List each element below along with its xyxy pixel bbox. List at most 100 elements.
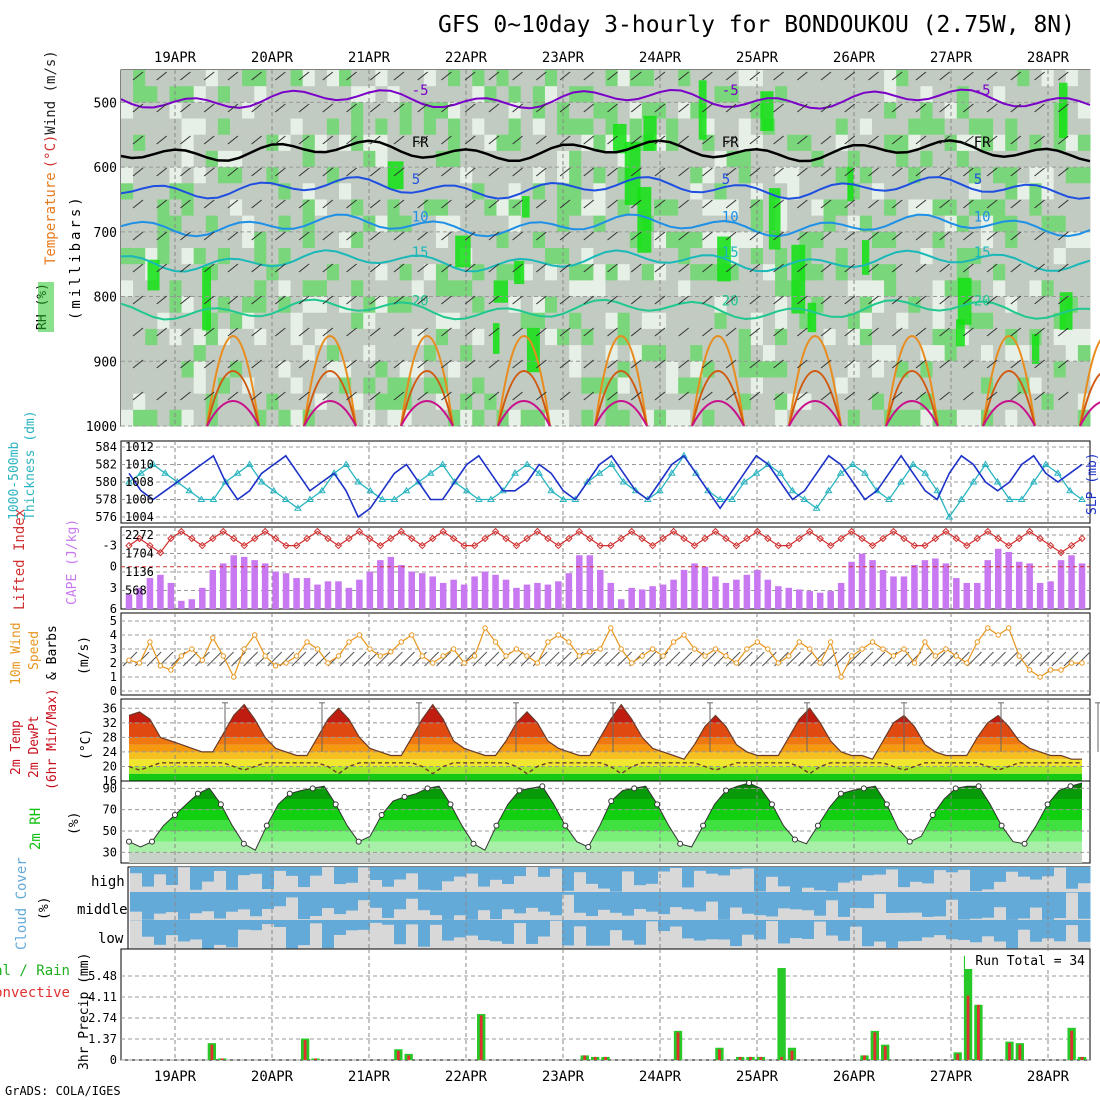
rh-cell	[980, 264, 994, 281]
wind-barb	[132, 327, 144, 337]
rh-cell	[666, 248, 679, 265]
rh-cell	[714, 215, 728, 233]
rh-cell	[884, 199, 897, 217]
cloud-cell	[1006, 892, 1019, 920]
rh-cell	[871, 167, 885, 184]
rh-cell	[423, 86, 437, 103]
rh-cell	[278, 199, 292, 217]
li-point	[669, 527, 678, 536]
rh-cell	[787, 118, 800, 136]
rh-cell	[1053, 199, 1067, 217]
rh-point	[1044, 801, 1051, 808]
cloud-cell	[274, 920, 287, 927]
wind-barb	[773, 295, 784, 305]
rh-streak	[957, 277, 972, 325]
wind-barb	[773, 71, 784, 81]
wind-barb	[322, 391, 334, 401]
footer-credit: GrADS: COLA/IGES	[5, 1084, 121, 1098]
wind-barb	[227, 295, 239, 305]
rh-cell	[896, 150, 909, 168]
rh-cell	[544, 118, 558, 136]
wind-barb	[725, 199, 737, 209]
pressure-tick: 900	[94, 355, 117, 370]
rh-cell	[653, 199, 667, 217]
rh-cell	[666, 264, 679, 281]
rh-cell	[387, 86, 401, 103]
rh-cell	[266, 231, 279, 249]
wind-speed-point	[220, 653, 226, 659]
rh-cell	[653, 361, 667, 378]
rh-cell	[520, 167, 534, 184]
rh-cell	[1077, 102, 1091, 120]
rh-cell	[1065, 102, 1079, 120]
wind-barb	[844, 263, 856, 273]
wind-barb	[369, 135, 381, 145]
rh-cell	[847, 361, 861, 378]
warm-contour	[206, 370, 260, 427]
rh-cell	[835, 328, 849, 346]
warm-contour	[400, 335, 454, 427]
wind-barb	[654, 359, 666, 369]
wind-barb	[955, 651, 970, 667]
wind-barb	[464, 71, 476, 81]
rh-cell	[1077, 199, 1091, 217]
cloud-cell	[226, 867, 239, 890]
rh-cell	[157, 167, 170, 184]
isotherm-FR	[120, 139, 1091, 163]
cloud-cell	[1054, 867, 1067, 868]
rh-band	[129, 852, 1082, 863]
rh-cell	[932, 102, 946, 120]
y-tick-label: 3	[110, 581, 117, 595]
thickness-point	[595, 469, 604, 476]
rh-cell	[1005, 86, 1018, 103]
rh-cell	[690, 312, 703, 330]
rh-cell	[835, 248, 849, 265]
rh-cell	[557, 102, 570, 120]
rh-cell	[448, 150, 461, 168]
rh-cell	[811, 377, 825, 395]
rh-cell	[290, 183, 304, 200]
rh-cell	[181, 345, 195, 362]
rh-cell	[532, 86, 546, 103]
wind-barb	[322, 327, 334, 337]
wind10m-label-2: Speed	[27, 631, 42, 670]
rh-cell	[1017, 215, 1030, 233]
rh-cell	[290, 215, 304, 233]
rh-cell	[762, 264, 776, 281]
cloud-cell	[502, 920, 515, 944]
isotherm-label: 20	[722, 293, 739, 309]
wind-barb	[346, 295, 357, 305]
warm-contour	[303, 370, 357, 427]
li-point	[921, 541, 929, 550]
thickness-point	[414, 478, 423, 485]
li-point	[418, 541, 426, 550]
cloud-cell	[886, 892, 899, 913]
wind-barb	[963, 295, 974, 305]
rh-cell	[956, 215, 970, 233]
wind-barb	[868, 359, 879, 369]
rh-cell	[508, 328, 522, 346]
rh-cell	[1041, 215, 1055, 233]
cloud-bg-cell	[886, 867, 899, 892]
thickness-point	[788, 486, 797, 494]
rh-cell	[169, 248, 183, 265]
wind-barb	[1010, 391, 1022, 401]
rh-cell	[145, 409, 158, 427]
wind-barb	[464, 327, 476, 337]
rh-cell	[569, 134, 582, 152]
wind-barb	[1003, 651, 1018, 667]
cloud-cell	[862, 892, 875, 909]
wind-barb	[773, 199, 784, 209]
cape-bar	[858, 553, 866, 609]
rh-cell	[181, 118, 195, 136]
wind-barb	[678, 295, 689, 305]
rh-cell	[375, 328, 388, 346]
wind-barb	[315, 651, 331, 667]
rh-cell	[290, 409, 304, 427]
rh-cell	[1017, 86, 1030, 103]
rh-point	[608, 798, 615, 805]
rh-cell	[968, 167, 982, 184]
wind-barb	[844, 359, 856, 369]
rh-cell	[121, 361, 134, 378]
cape-bar	[670, 579, 677, 609]
